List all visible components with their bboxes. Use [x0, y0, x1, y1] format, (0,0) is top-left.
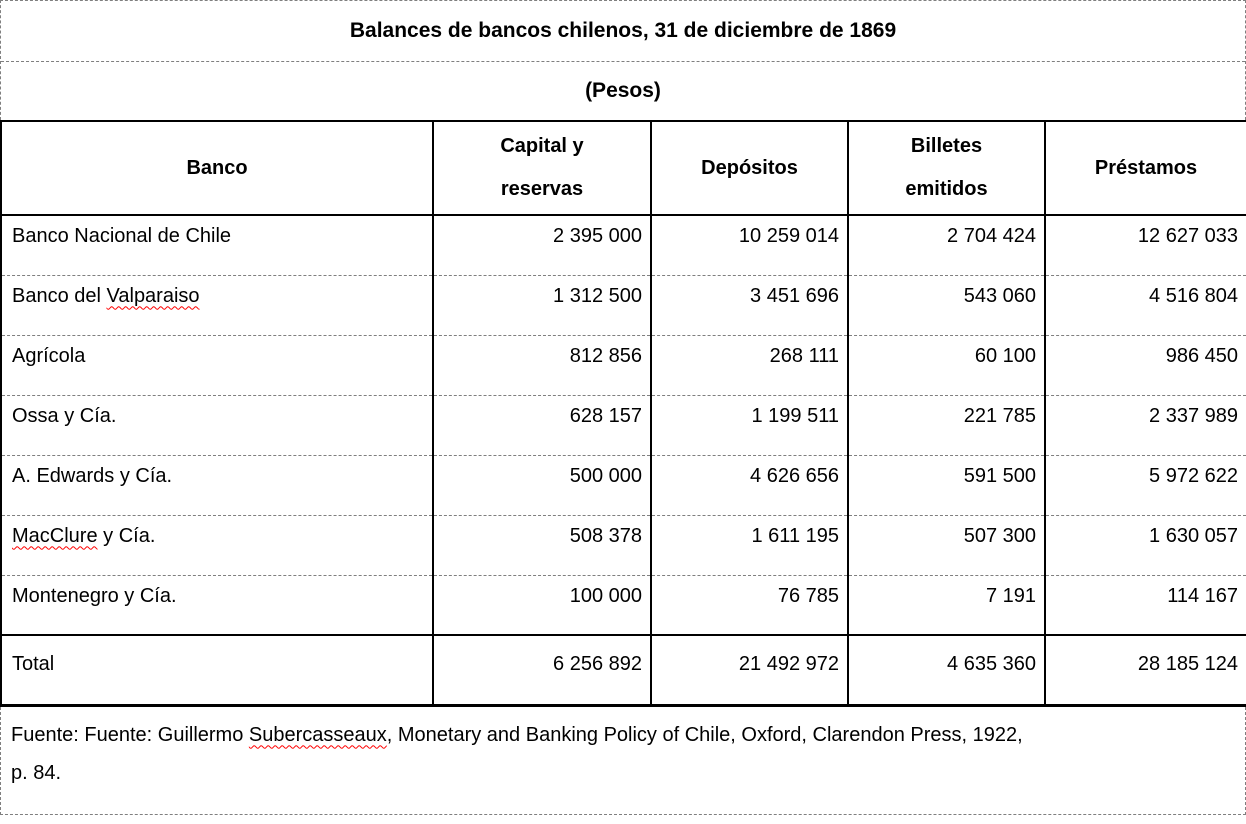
cell-prestamos: 114 167 — [1045, 575, 1246, 636]
table-row: MacClure y Cía. 508 378 1 611 195 507 30… — [1, 515, 1246, 576]
table-row: Banco Nacional de Chile 2 395 000 10 259… — [1, 215, 1246, 276]
cell-capital: 100 000 — [433, 575, 652, 636]
header-row: Banco Capital y reservas Depósitos Bille… — [1, 121, 1246, 216]
bank-balances-table: Banco Capital y reservas Depósitos Bille… — [0, 120, 1246, 707]
table-units-label: (Pesos) — [585, 79, 661, 102]
table-row: Ossa y Cía. 628 157 1 199 511 221 785 2 … — [1, 395, 1246, 456]
cell-depositos: 76 785 — [651, 575, 849, 636]
cell-depositos: 10 259 014 — [651, 215, 849, 276]
bank-name-text: Banco del — [12, 284, 107, 307]
cell-billetes: 591 500 — [848, 455, 1046, 516]
table-row: Agrícola 812 856 268 111 60 100 986 450 — [1, 335, 1246, 396]
table-title: Balances de bancos chilenos, 31 de dicie… — [1, 1, 1245, 62]
cell-prestamos: 12 627 033 — [1045, 215, 1246, 276]
cell-billetes: 221 785 — [848, 395, 1046, 456]
cell-billetes: 507 300 — [848, 515, 1046, 576]
cell-capital: 2 395 000 — [433, 215, 652, 276]
cell-depositos: 3 451 696 — [651, 275, 849, 336]
bank-name-text: y Cía. — [97, 524, 156, 547]
column-header-depositos: Depósitos — [651, 121, 849, 216]
column-header-billetes-emitidos: Billetes emitidos — [848, 121, 1046, 216]
cell-total-billetes: 4 635 360 — [848, 634, 1046, 705]
misspelled-word: Subercasseaux — [248, 723, 387, 746]
cell-bank-name: Banco del Valparaiso — [1, 275, 434, 336]
source-text: Fuente: Fuente: Guillermo — [11, 723, 249, 746]
cell-depositos: 268 111 — [651, 335, 849, 396]
cell-billetes: 2 704 424 — [848, 215, 1046, 276]
cell-capital: 628 157 — [433, 395, 652, 456]
column-header-banco: Banco — [1, 121, 434, 216]
cell-prestamos: 2 337 989 — [1045, 395, 1246, 456]
cell-bank-name: Banco Nacional de Chile — [1, 215, 434, 276]
cell-capital: 500 000 — [433, 455, 652, 516]
cell-total-depositos: 21 492 972 — [651, 634, 849, 705]
cell-depositos: 1 199 511 — [651, 395, 849, 456]
cell-billetes: 60 100 — [848, 335, 1046, 396]
cell-bank-name: Montenegro y Cía. — [1, 575, 434, 636]
cell-billetes: 543 060 — [848, 275, 1046, 336]
source-line-2: p. 84. — [11, 761, 62, 784]
cell-depositos: 1 611 195 — [651, 515, 849, 576]
table-row: A. Edwards y Cía. 500 000 4 626 656 591 … — [1, 455, 1246, 516]
cell-bank-name: MacClure y Cía. — [1, 515, 434, 576]
cell-total-prestamos: 28 185 124 — [1045, 634, 1246, 705]
cell-depositos: 4 626 656 — [651, 455, 849, 516]
misspelled-word: MacClure — [12, 524, 98, 547]
source-note: Fuente: Fuente: Guillermo Subercasseaux,… — [0, 706, 1246, 815]
cell-capital: 812 856 — [433, 335, 652, 396]
cell-prestamos: 4 516 804 — [1045, 275, 1246, 336]
total-row: Total 6 256 892 21 492 972 4 635 360 28 … — [1, 634, 1246, 705]
source-line-1: Fuente: Fuente: Guillermo Subercasseaux,… — [11, 716, 1233, 754]
cell-capital: 1 312 500 — [433, 275, 652, 336]
column-header-prestamos: Préstamos — [1045, 121, 1246, 216]
table-row: Montenegro y Cía. 100 000 76 785 7 191 1… — [1, 575, 1246, 636]
cell-total-label: Total — [1, 634, 434, 705]
cell-bank-name: Agrícola — [1, 335, 434, 396]
source-text: , Monetary and Banking Policy of Chile, … — [386, 723, 1023, 746]
misspelled-word: Valparaiso — [106, 284, 200, 307]
cell-billetes: 7 191 — [848, 575, 1046, 636]
cell-prestamos: 5 972 622 — [1045, 455, 1246, 516]
table-caption: Balances de bancos chilenos, 31 de dicie… — [0, 0, 1246, 120]
cell-prestamos: 986 450 — [1045, 335, 1246, 396]
cell-prestamos: 1 630 057 — [1045, 515, 1246, 576]
column-header-capital-reservas: Capital y reservas — [433, 121, 652, 216]
cell-capital: 508 378 — [433, 515, 652, 576]
cell-total-capital: 6 256 892 — [433, 634, 652, 705]
cell-bank-name: A. Edwards y Cía. — [1, 455, 434, 516]
cell-bank-name: Ossa y Cía. — [1, 395, 434, 456]
table-row: Banco del Valparaiso 1 312 500 3 451 696… — [1, 275, 1246, 336]
